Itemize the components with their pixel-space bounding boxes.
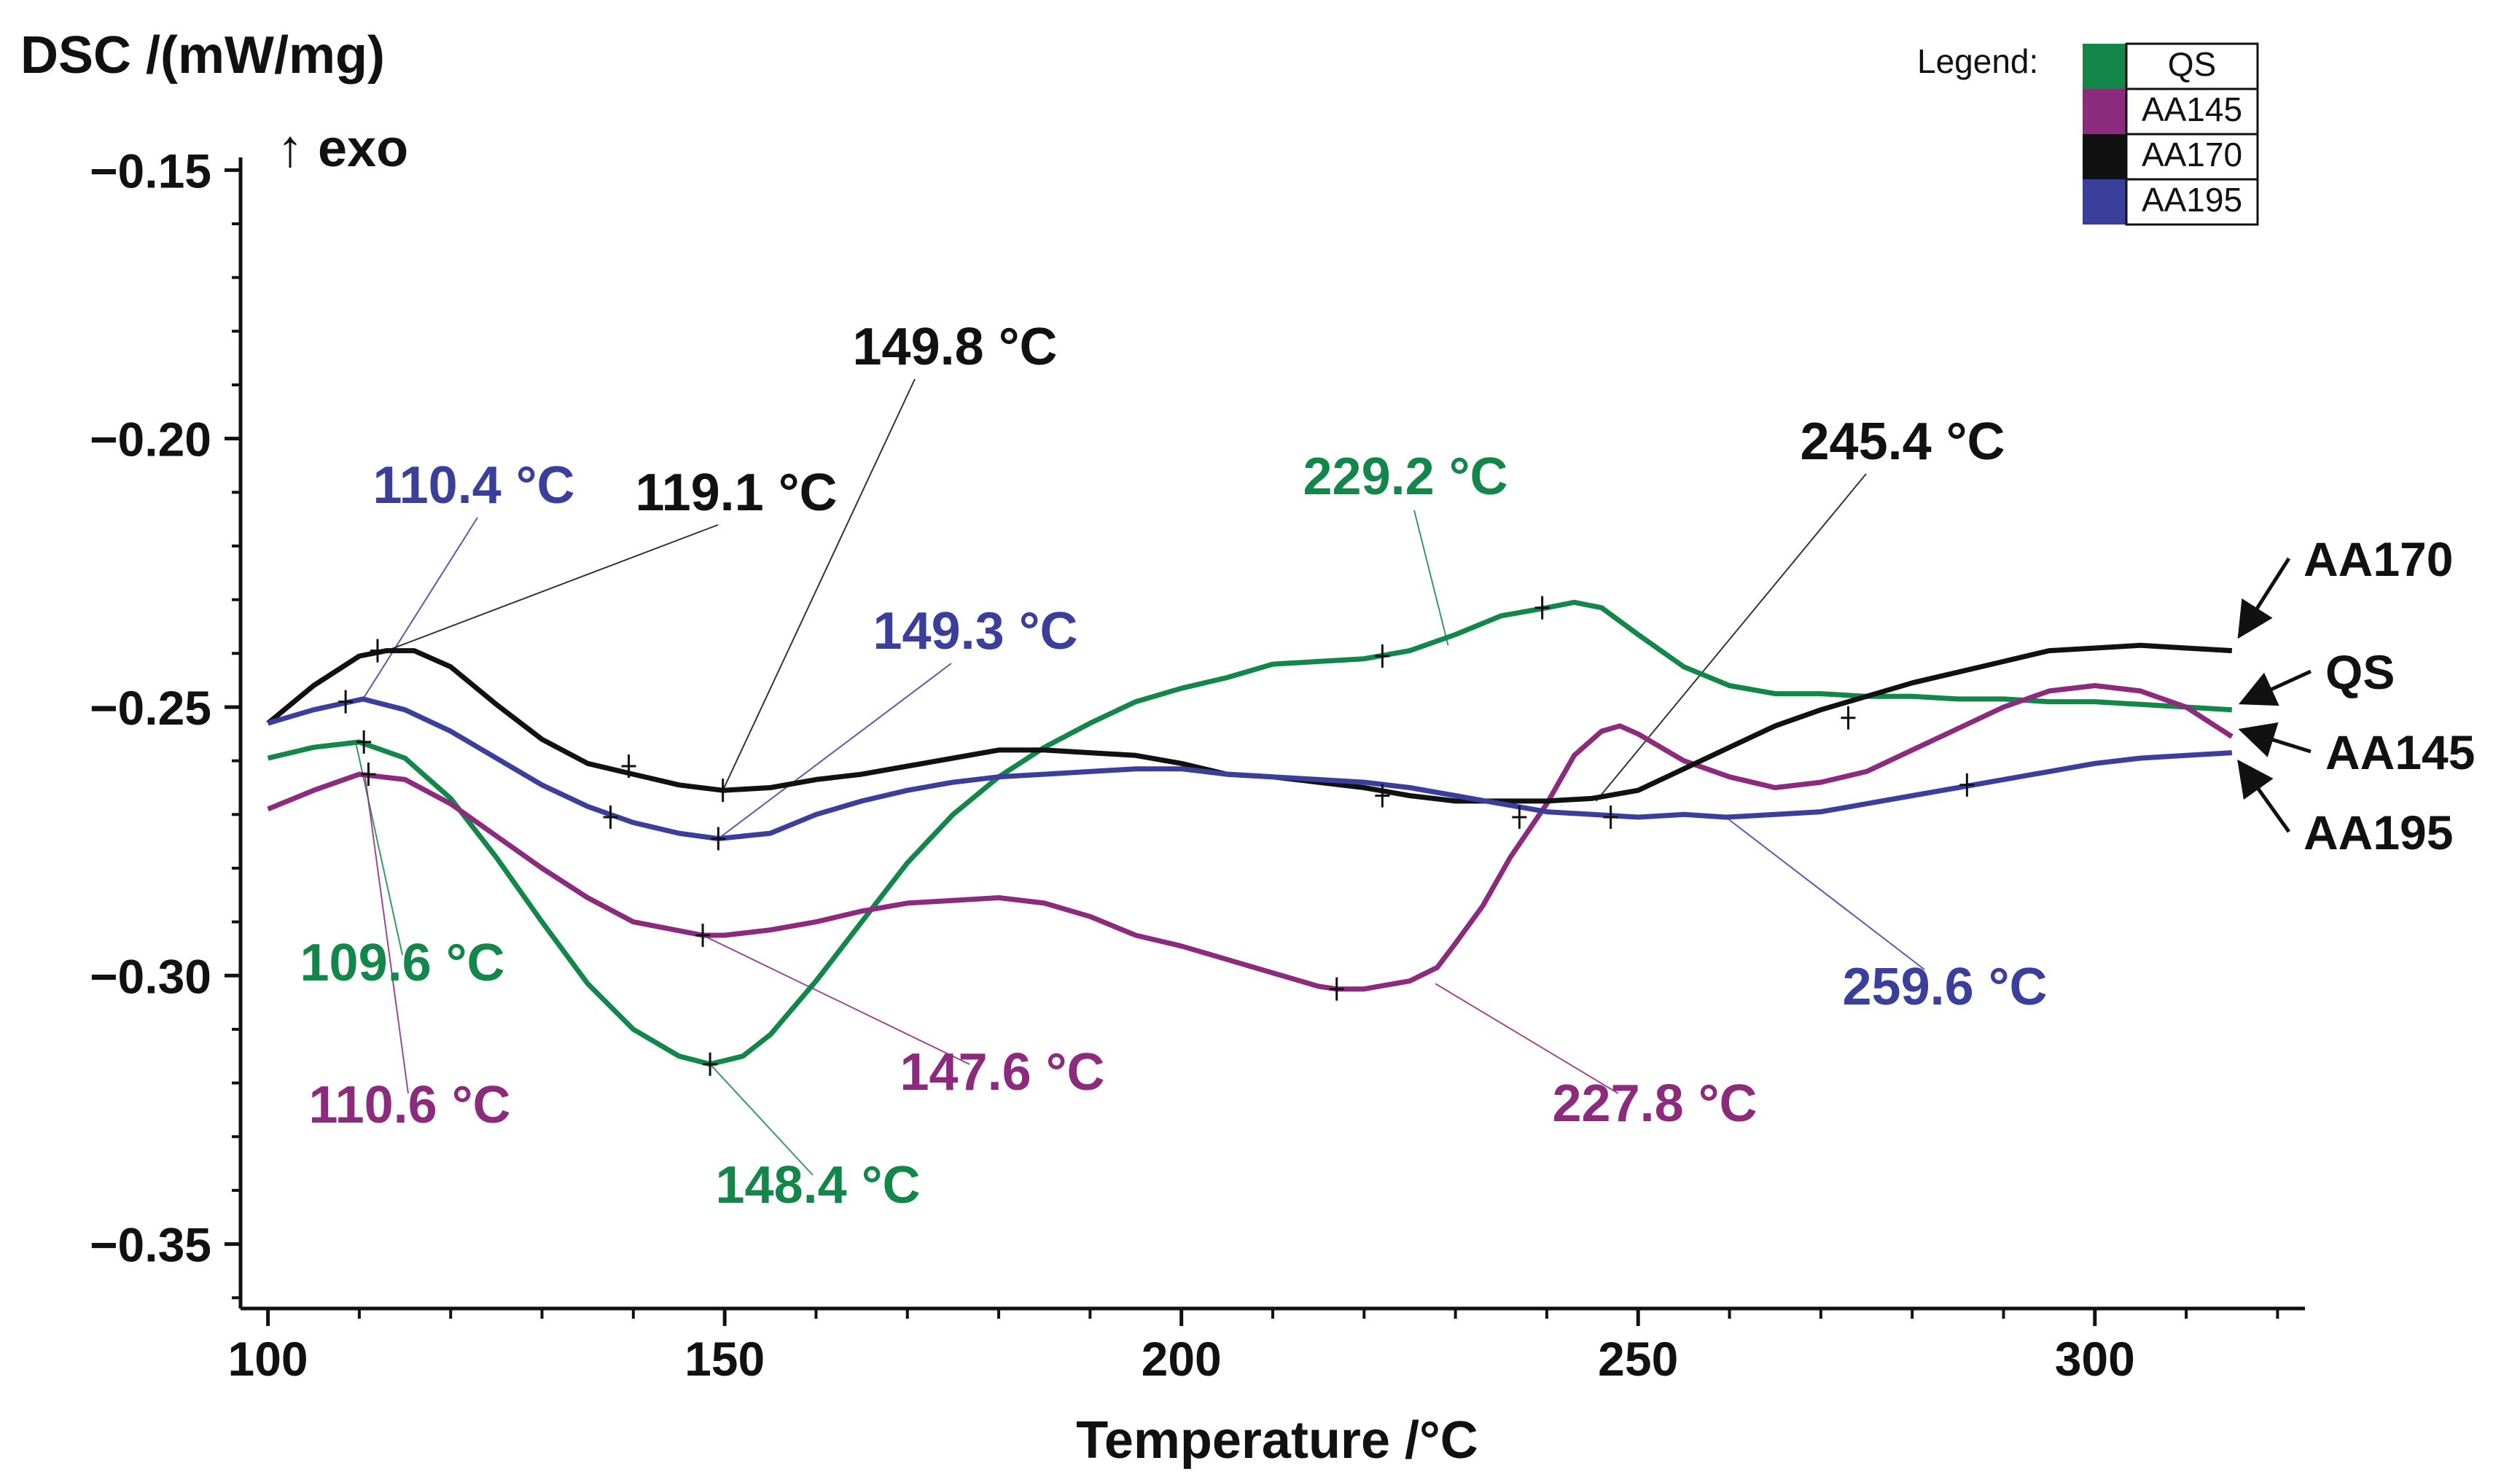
annotation-label: 259.6 °C (1843, 958, 2048, 1016)
end-label-arrow (2237, 759, 2291, 833)
x-axis-title: Temperature /°C (1076, 1411, 1478, 1470)
series-line-aa145 (267, 683, 2234, 992)
y-tick-label: −0.15 (90, 144, 211, 198)
end-label-aa145: AA145 (2325, 725, 2475, 779)
end-label-arrow (2238, 669, 2312, 706)
legend-swatch (2083, 89, 2126, 134)
annotation-label: 149.8 °C (853, 318, 1058, 376)
x-tick-label: 150 (684, 1332, 765, 1386)
annotation-label: 110.4 °C (373, 456, 575, 515)
end-labels: AA170 QS AA145 AA195 (2237, 532, 2475, 859)
end-label-qs: QS (2325, 645, 2395, 699)
curve-tick-marks (338, 596, 1975, 1076)
annotation-label: 148.4 °C (716, 1156, 921, 1214)
legend-entry-label: AA195 (2142, 181, 2242, 219)
annotation-label: 245.4 °C (1801, 413, 2005, 471)
annotation-leader-line (364, 773, 409, 1094)
annotation-label: 149.3 °C (873, 602, 1078, 660)
end-label-arrow (2238, 722, 2312, 757)
legend-cell (2125, 42, 2259, 90)
series-line-aa195 (267, 696, 2233, 841)
legend-entry-label: QS (2168, 45, 2216, 83)
annotation-label: 227.8 °C (1553, 1075, 1758, 1133)
legend-entry-label: AA170 (2142, 136, 2242, 173)
annotation-leader-line (354, 741, 403, 956)
y-axis-title: DSC /(mW/mg) (20, 26, 385, 85)
legend-swatch (2083, 134, 2126, 179)
annotation-leader-line (717, 663, 952, 840)
y-tick-label: −0.20 (90, 413, 211, 467)
exo-direction-note: ↑ exo (277, 120, 408, 178)
end-label-arrow (2237, 557, 2291, 639)
legend-title: Legend: (1917, 42, 2038, 80)
x-tick-label: 100 (228, 1332, 308, 1386)
annotation-leader-line (1413, 510, 1449, 646)
annotation-leaders (354, 378, 1925, 1176)
annotation-leader-line (702, 935, 970, 1065)
annotation-label: 119.1 °C (636, 464, 838, 522)
legend-cell (2125, 178, 2259, 226)
annotation-leader-line (1595, 473, 1867, 802)
axes: −0.15 −0.20 −0.25 −0.30 −0.35 100 150 200 250 300 (90, 144, 2305, 1386)
legend-entry-label: AA145 (2142, 90, 2242, 128)
series-layer (266, 599, 2234, 1067)
annotation-leader-line (362, 517, 478, 700)
annotation-leader-line (1435, 983, 1619, 1094)
x-tick-label: 300 (2055, 1332, 2135, 1386)
annotation-label: 110.6 °C (309, 1076, 511, 1134)
legend: Legend: QS AA145 AA170 AA195 (1917, 42, 2259, 226)
y-tick-label: −0.25 (90, 681, 211, 735)
x-tick-label: 200 (1142, 1332, 1222, 1386)
x-tick-label: 250 (1598, 1332, 1678, 1386)
end-label-aa170: AA170 (2304, 532, 2453, 586)
annotation-leader-line (386, 524, 719, 652)
annotation-leader-line (709, 1064, 814, 1176)
annotation-label: 229.2 °C (1303, 448, 1508, 506)
annotation-leader-line (722, 378, 916, 791)
y-tick-label: −0.30 (90, 949, 211, 1003)
series-line-qs (267, 599, 2233, 1067)
end-label-aa195: AA195 (2304, 806, 2453, 859)
annotation-label: 109.6 °C (300, 934, 505, 992)
legend-cell (2125, 133, 2259, 181)
y-tick-label: −0.35 (90, 1218, 211, 1272)
legend-swatch (2083, 44, 2126, 89)
legend-swatch (2083, 179, 2126, 225)
annotation-label: 147.6 °C (900, 1043, 1105, 1101)
annotation-leader-line (1725, 816, 1925, 970)
annotations: 149.8 °C 110.4 °C 119.1 °C 149.3 °C 229.2 °C… (300, 318, 2048, 1214)
